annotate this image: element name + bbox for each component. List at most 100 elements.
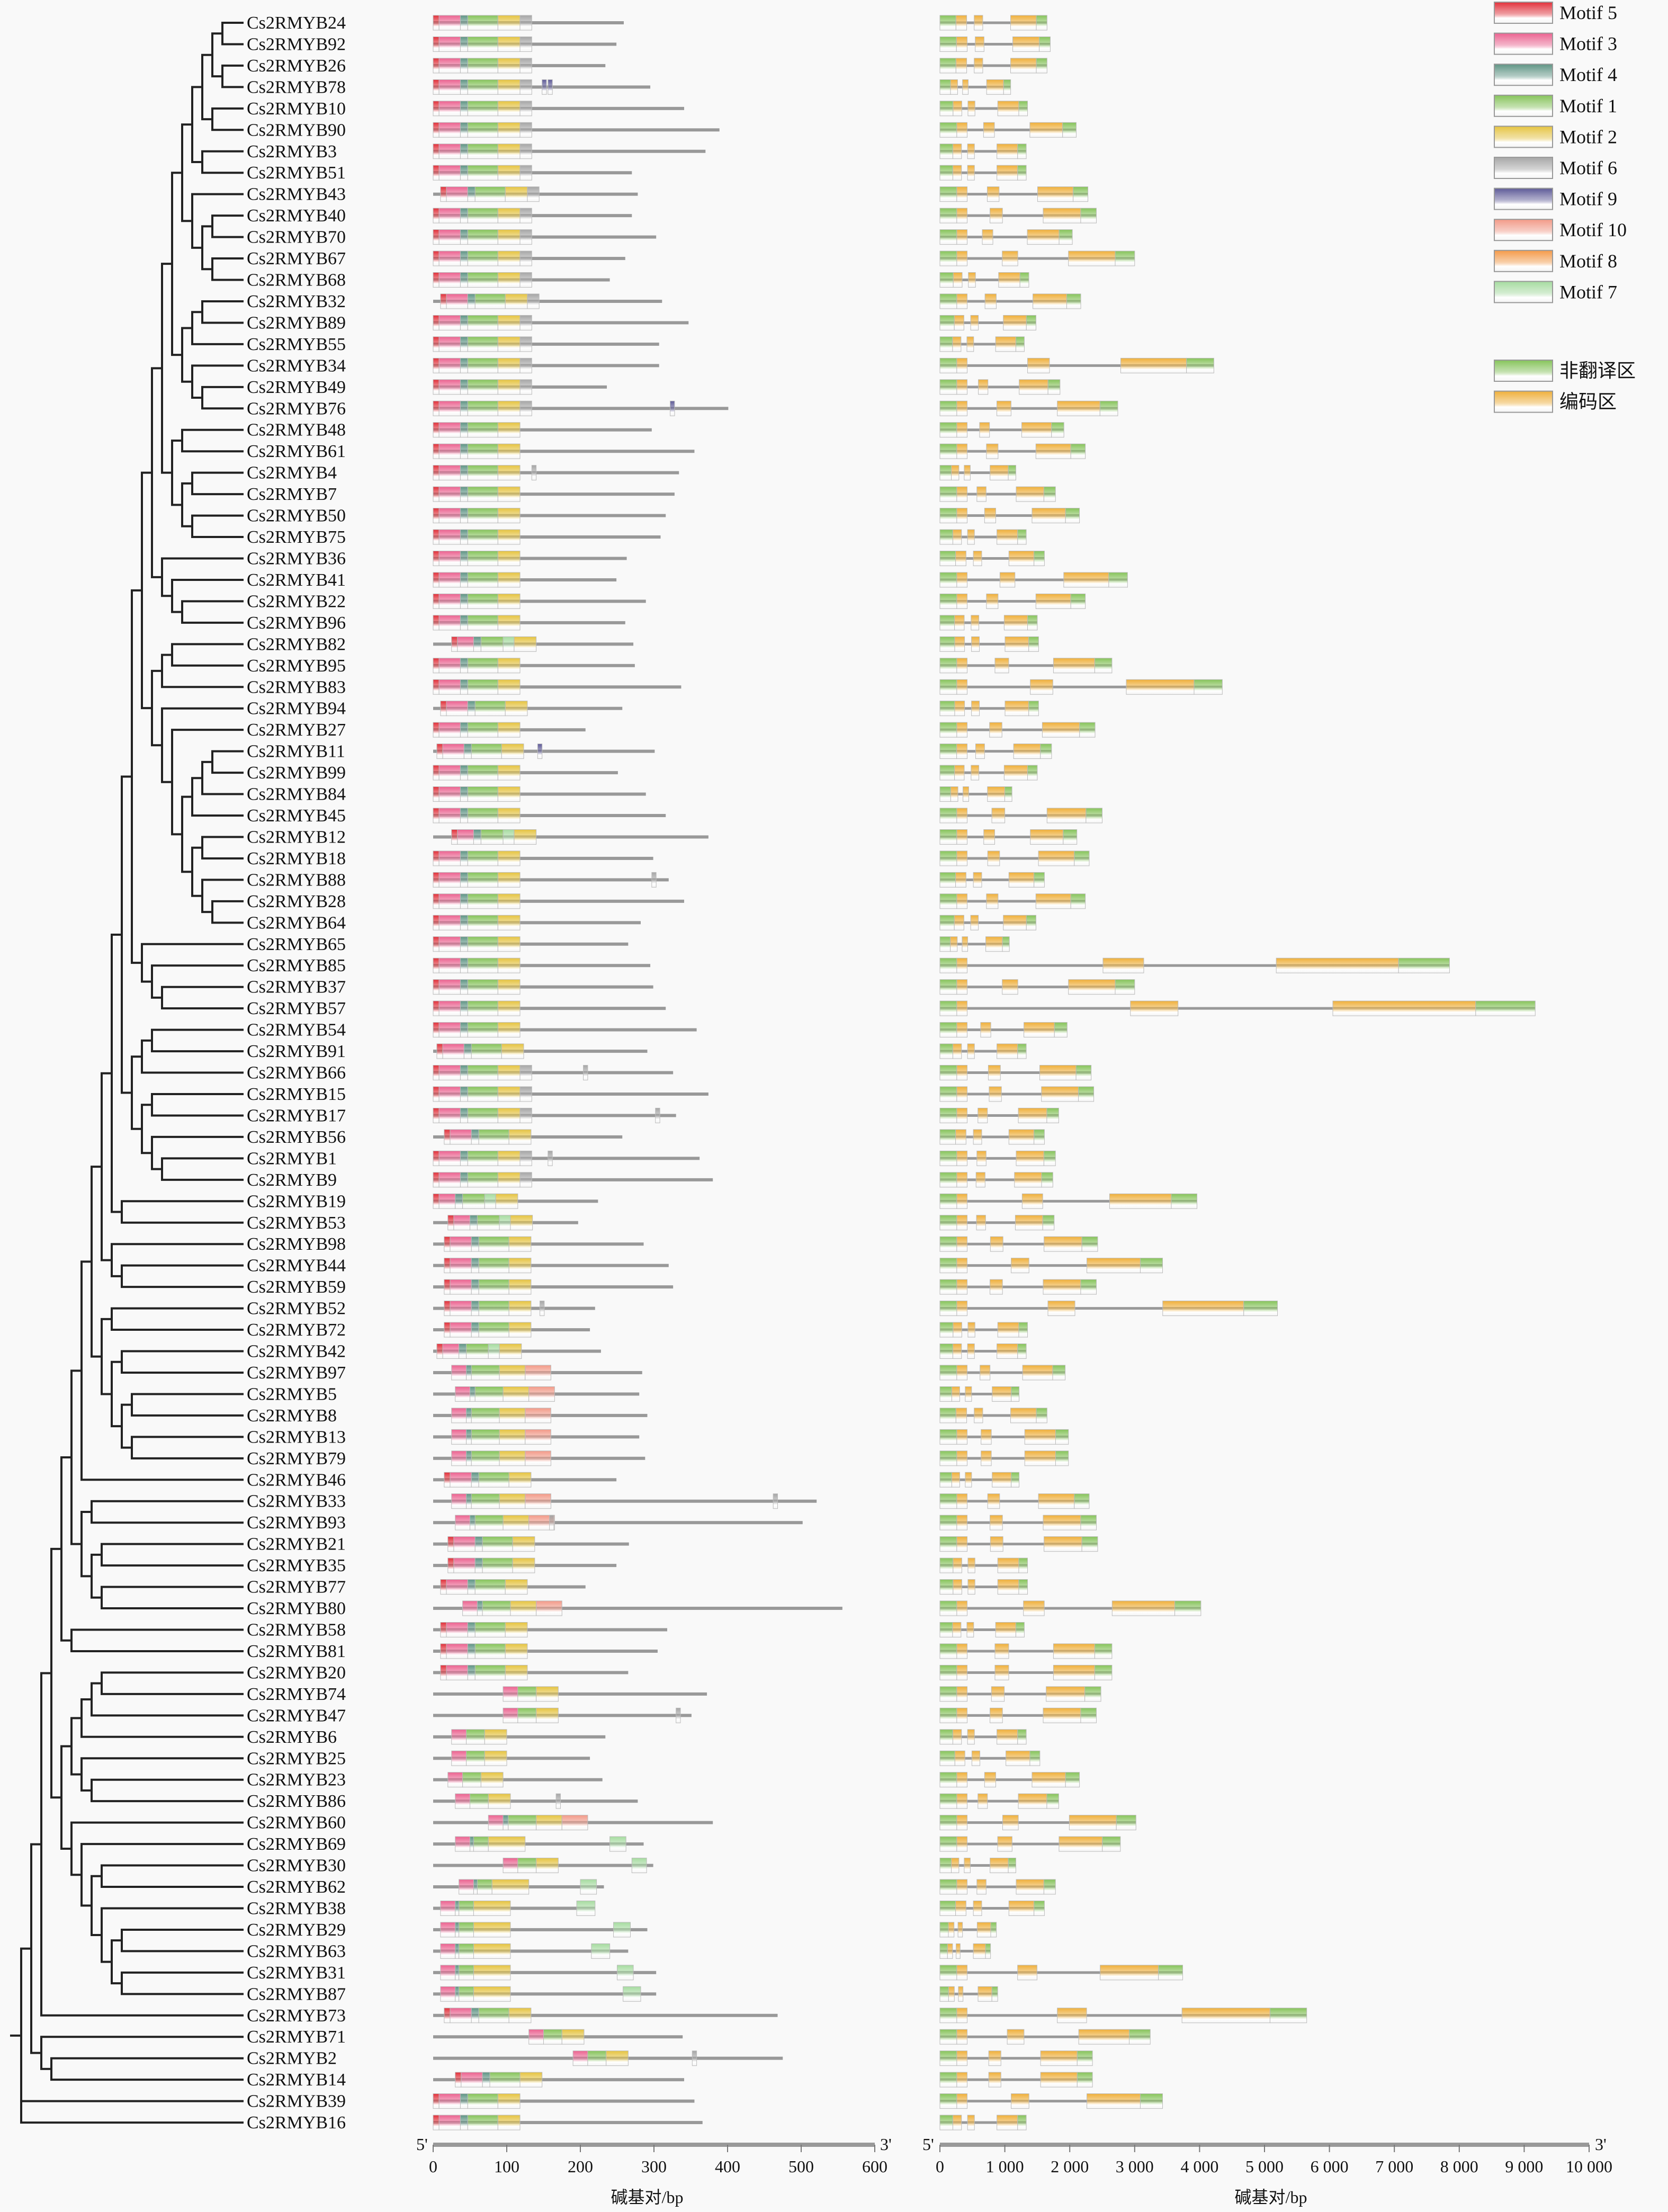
utr-box	[1115, 250, 1135, 266]
gene-row	[939, 679, 1223, 695]
protein-row	[433, 79, 651, 95]
cds-box	[967, 144, 975, 159]
protein-row	[433, 1107, 676, 1123]
motif-2-box	[505, 1664, 528, 1680]
utr-box	[939, 465, 952, 481]
legend-swatch	[1494, 249, 1553, 272]
motif-4-box	[455, 1900, 460, 1916]
protein-backbone	[433, 1114, 676, 1117]
gene-label: Cs2RMYB38	[247, 1898, 346, 1918]
utr-box	[939, 2029, 957, 2045]
cds-box	[950, 936, 958, 952]
intron-line	[940, 450, 1086, 453]
gene-row	[939, 1943, 991, 1959]
motif-3-box	[451, 1408, 467, 1423]
cds-box	[975, 744, 985, 759]
gene-label: Cs2RMYB84	[247, 785, 346, 804]
motif-1-box	[467, 1172, 498, 1188]
utr-box	[939, 679, 957, 695]
utr-box	[939, 1493, 957, 1509]
protein-row	[433, 1493, 817, 1509]
cds-box	[954, 636, 965, 652]
legend-label: Motif 9	[1559, 189, 1617, 210]
cds-box	[958, 1986, 964, 2002]
legend-swatch	[1494, 126, 1553, 148]
motif-2-box	[497, 15, 521, 31]
motif-2-box	[519, 2072, 543, 2088]
motif-1-box	[467, 850, 498, 866]
motif-1-box	[478, 1322, 509, 1338]
cds-box	[956, 1236, 967, 1252]
motif-9-box	[537, 744, 543, 759]
protein-backbone	[433, 1092, 709, 1096]
protein-backbone	[433, 149, 706, 153]
intron-line	[940, 1028, 1068, 1032]
motif-5-box	[433, 250, 440, 266]
intron-line	[940, 1457, 1069, 1460]
motif-5-box	[433, 400, 440, 416]
utr-box	[1081, 1536, 1098, 1552]
motif-2-box	[501, 744, 524, 759]
utr-box	[939, 1258, 957, 1274]
motif-4-box	[466, 1408, 472, 1423]
motif-2-box	[497, 872, 521, 888]
cds-box	[956, 1279, 967, 1295]
intron-line	[940, 2057, 1093, 2060]
intron-line	[940, 814, 1102, 817]
motif-3-box	[450, 1322, 472, 1338]
intron-line	[940, 1500, 1089, 1503]
cds-box	[1087, 2093, 1141, 2109]
cds-box	[986, 593, 999, 609]
motif-2-box	[505, 1622, 528, 1637]
motif-4-box	[460, 508, 468, 524]
axis-tick-label: 0	[936, 2157, 944, 2176]
motif-7-box	[609, 1836, 626, 1852]
intron-line	[940, 1778, 1080, 1781]
intron-line	[940, 664, 1112, 667]
motif-1-box	[478, 1279, 509, 1295]
legend-swatch	[1494, 281, 1553, 303]
cds-box	[994, 1664, 1009, 1680]
motif-1-box	[474, 1643, 506, 1659]
cds-box	[1053, 1643, 1095, 1659]
utr-box	[939, 36, 957, 52]
gene-row	[939, 786, 1012, 802]
intron-line	[940, 1071, 1091, 1074]
protein-row	[433, 250, 625, 266]
motif-5-box	[444, 1279, 451, 1295]
cds-box	[956, 658, 967, 674]
gene-row	[939, 357, 1214, 373]
axis-tick-label: 200	[568, 2157, 593, 2176]
motif-4-box	[471, 1301, 479, 1317]
gene-row	[939, 1279, 1097, 1295]
gene-label: Cs2RMYB24	[247, 13, 346, 33]
motif-4-box	[467, 1579, 476, 1595]
motif-5-box	[447, 1557, 454, 1573]
motif-3-box	[446, 1622, 468, 1637]
cds-box	[1016, 1150, 1044, 1166]
cds-box	[956, 422, 967, 438]
cds-box	[984, 293, 997, 309]
motif-2-box	[497, 979, 521, 995]
cds-box	[1011, 2093, 1029, 2109]
utr-box	[1027, 765, 1038, 781]
cds-box	[947, 1943, 953, 1959]
cds-box	[951, 1472, 960, 1488]
motif-7-box	[503, 829, 515, 845]
gene-label: Cs2RMYB17	[247, 1106, 346, 1125]
motif-3-box	[488, 1815, 504, 1831]
cds-box	[951, 465, 959, 481]
gene-label: Cs2RMYB89	[247, 313, 346, 333]
motif-4-box	[474, 1557, 483, 1573]
motif-1-box	[467, 357, 498, 373]
cds-box	[1005, 701, 1029, 717]
motif-5-box	[433, 786, 440, 802]
cds-box	[973, 872, 982, 888]
utr-box	[939, 15, 956, 31]
cds-box	[956, 1793, 967, 1809]
motif-3-box	[438, 936, 461, 952]
legend-label: 非翻译区	[1559, 360, 1636, 381]
gene-label: Cs2RMYB42	[247, 1342, 346, 1362]
motif-5-box	[440, 1579, 447, 1595]
motif-3-box	[438, 229, 461, 245]
